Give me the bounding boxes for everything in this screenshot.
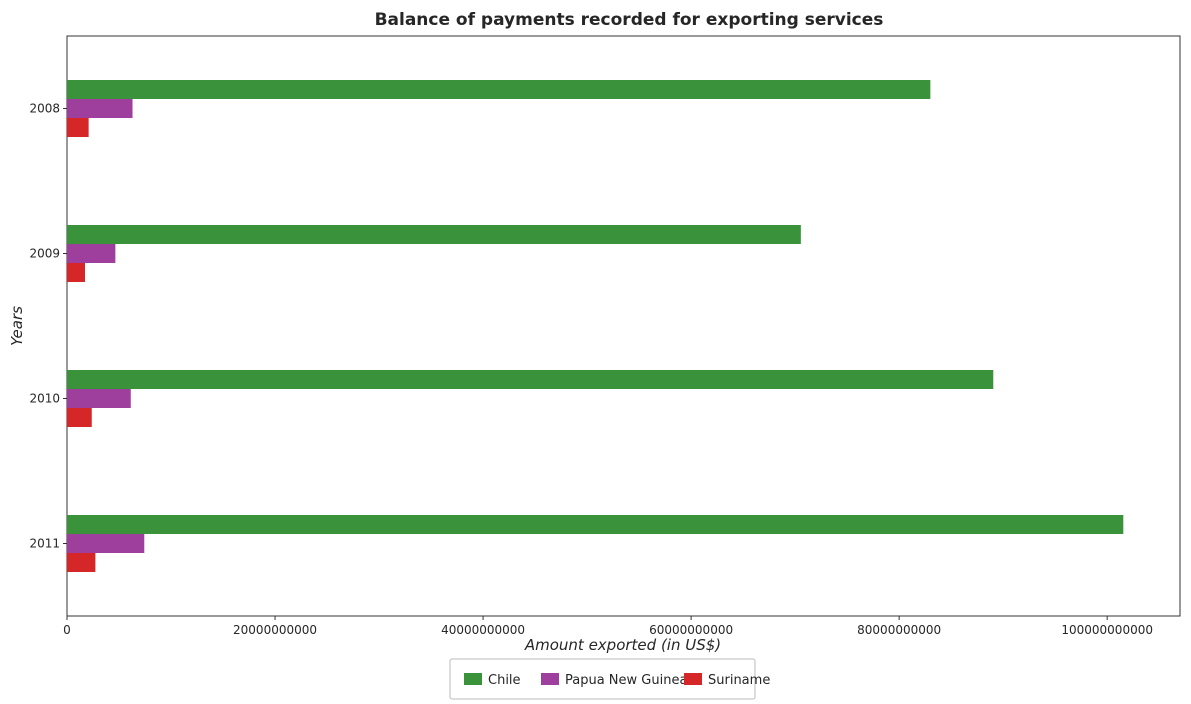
bar-chile-2011 [67, 515, 1123, 534]
bar-suriname-2011 [67, 553, 95, 572]
legend: Chile Papua New Guinea Suriname [450, 659, 770, 699]
bar-papua-new-guinea-2011 [67, 534, 144, 553]
x-axis-title: Amount exported (in US$) [524, 636, 721, 654]
y-tick-label: 2011 [29, 537, 60, 551]
x-tick-label: 0 [63, 623, 71, 637]
legend-label-suriname: Suriname [708, 673, 770, 688]
y-tick-label: 2009 [29, 247, 60, 261]
x-tick-label: 60000000000 [649, 623, 733, 637]
bar-papua-new-guinea-2010 [67, 389, 131, 408]
x-tick-label: 80000000000 [857, 623, 941, 637]
legend-label-chile: Chile [488, 673, 521, 688]
bar-chile-2009 [67, 225, 801, 244]
y-tick-label: 2008 [29, 102, 60, 116]
chart-title: Balance of payments recorded for exporti… [375, 10, 884, 30]
bar-suriname-2008 [67, 118, 89, 137]
bar-chile-2008 [67, 80, 930, 99]
x-tick-label: 40000000000 [441, 623, 525, 637]
bar-papua-new-guinea-2009 [67, 244, 115, 263]
legend-items: Chile Papua New Guinea Suriname [464, 673, 770, 688]
legend-swatch-suriname [684, 673, 702, 685]
x-axis: 0 20000000000 40000000000 60000000000 800000… [63, 616, 1153, 637]
legend-swatch-chile [464, 673, 482, 685]
bar-suriname-2010 [67, 408, 92, 427]
bar-chile-2010 [67, 370, 993, 389]
legend-swatch-papua-new-guinea [541, 673, 559, 685]
x-tick-label: 100000000000 [1061, 623, 1153, 637]
bar-papua-new-guinea-2008 [67, 99, 133, 118]
bar-suriname-2009 [67, 263, 85, 282]
y-tick-label: 2010 [29, 392, 60, 406]
legend-label-papua-new-guinea: Papua New Guinea [565, 673, 687, 688]
x-tick-label: 20000000000 [233, 623, 317, 637]
y-axis: 2008 2009 2010 2011 [29, 102, 67, 551]
bars-layer [67, 80, 1123, 572]
y-axis-title: Years [8, 306, 26, 346]
